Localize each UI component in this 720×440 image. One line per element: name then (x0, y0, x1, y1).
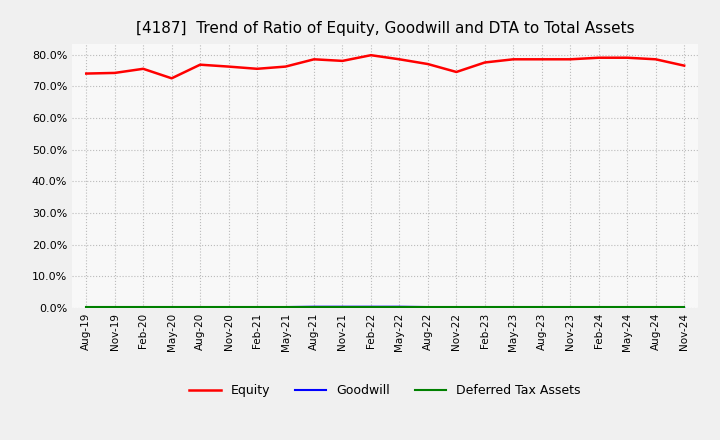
Equity (566, 57, 575, 62)
Equity (196, 62, 204, 67)
Goodwill (623, 305, 631, 311)
Equity (652, 57, 660, 62)
Goodwill (423, 304, 432, 310)
Goodwill (537, 305, 546, 310)
Deferred Tax Assets (253, 304, 261, 310)
Goodwill (196, 305, 204, 311)
Goodwill (253, 305, 261, 311)
Deferred Tax Assets (82, 304, 91, 310)
Goodwill (82, 305, 91, 311)
Deferred Tax Assets (395, 304, 404, 310)
Line: Goodwill: Goodwill (86, 307, 684, 308)
Goodwill (452, 305, 461, 310)
Deferred Tax Assets (595, 304, 603, 310)
Equity (253, 66, 261, 71)
Deferred Tax Assets (652, 304, 660, 310)
Goodwill (310, 304, 318, 309)
Equity (110, 70, 119, 76)
Deferred Tax Assets (452, 304, 461, 310)
Equity (680, 63, 688, 68)
Equity (395, 57, 404, 62)
Deferred Tax Assets (566, 304, 575, 310)
Equity (167, 76, 176, 81)
Equity (338, 58, 347, 63)
Equity (623, 55, 631, 60)
Equity (82, 71, 91, 76)
Deferred Tax Assets (623, 304, 631, 310)
Equity (452, 70, 461, 75)
Line: Equity: Equity (86, 55, 684, 78)
Deferred Tax Assets (480, 304, 489, 310)
Equity (139, 66, 148, 71)
Title: [4187]  Trend of Ratio of Equity, Goodwill and DTA to Total Assets: [4187] Trend of Ratio of Equity, Goodwil… (136, 21, 634, 36)
Goodwill (366, 304, 375, 309)
Deferred Tax Assets (310, 304, 318, 310)
Equity (310, 57, 318, 62)
Deferred Tax Assets (225, 304, 233, 310)
Equity (595, 55, 603, 60)
Deferred Tax Assets (366, 304, 375, 310)
Goodwill (566, 305, 575, 310)
Deferred Tax Assets (680, 304, 688, 310)
Deferred Tax Assets (338, 304, 347, 310)
Equity (537, 57, 546, 62)
Goodwill (509, 305, 518, 310)
Equity (282, 64, 290, 69)
Goodwill (680, 305, 688, 311)
Deferred Tax Assets (282, 304, 290, 310)
Goodwill (282, 304, 290, 310)
Goodwill (167, 305, 176, 311)
Goodwill (480, 305, 489, 310)
Goodwill (595, 305, 603, 310)
Deferred Tax Assets (423, 304, 432, 310)
Equity (509, 57, 518, 62)
Legend: Equity, Goodwill, Deferred Tax Assets: Equity, Goodwill, Deferred Tax Assets (184, 379, 586, 402)
Equity (480, 60, 489, 65)
Deferred Tax Assets (110, 304, 119, 310)
Deferred Tax Assets (167, 304, 176, 310)
Deferred Tax Assets (196, 304, 204, 310)
Goodwill (110, 305, 119, 311)
Equity (225, 64, 233, 69)
Goodwill (225, 305, 233, 311)
Deferred Tax Assets (509, 304, 518, 310)
Goodwill (338, 304, 347, 309)
Goodwill (395, 304, 404, 309)
Deferred Tax Assets (537, 304, 546, 310)
Goodwill (139, 305, 148, 311)
Equity (423, 62, 432, 67)
Equity (366, 52, 375, 58)
Deferred Tax Assets (139, 304, 148, 310)
Goodwill (652, 305, 660, 311)
